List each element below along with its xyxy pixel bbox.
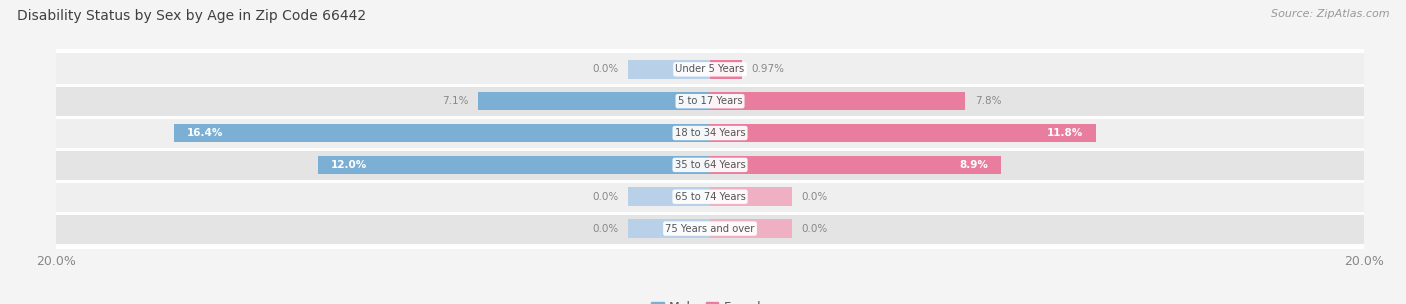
Text: 0.0%: 0.0% — [592, 223, 619, 233]
Bar — [478, 92, 710, 110]
Bar — [56, 54, 1364, 85]
Text: Source: ZipAtlas.com: Source: ZipAtlas.com — [1271, 9, 1389, 19]
Bar — [710, 60, 742, 78]
Bar — [56, 213, 1364, 244]
Text: 0.0%: 0.0% — [592, 64, 619, 74]
Text: 11.8%: 11.8% — [1046, 128, 1083, 138]
Legend: Male, Female: Male, Female — [647, 296, 773, 304]
Bar — [628, 188, 710, 206]
Bar — [318, 156, 710, 174]
Bar — [710, 92, 965, 110]
Bar — [174, 124, 710, 142]
Bar — [710, 188, 792, 206]
Text: 12.0%: 12.0% — [330, 160, 367, 170]
Text: Disability Status by Sex by Age in Zip Code 66442: Disability Status by Sex by Age in Zip C… — [17, 9, 366, 23]
Bar — [710, 156, 1001, 174]
Text: 0.0%: 0.0% — [801, 192, 828, 202]
Bar — [628, 60, 710, 78]
Bar — [56, 117, 1364, 149]
Text: 7.1%: 7.1% — [441, 96, 468, 106]
Bar — [710, 219, 792, 238]
Bar — [56, 181, 1364, 213]
Text: 35 to 64 Years: 35 to 64 Years — [675, 160, 745, 170]
Text: 75 Years and over: 75 Years and over — [665, 223, 755, 233]
Bar — [56, 85, 1364, 117]
Text: 5 to 17 Years: 5 to 17 Years — [678, 96, 742, 106]
Text: 0.97%: 0.97% — [752, 64, 785, 74]
Bar — [628, 219, 710, 238]
Text: 8.9%: 8.9% — [959, 160, 988, 170]
Bar — [710, 124, 1095, 142]
Text: 0.0%: 0.0% — [592, 192, 619, 202]
Text: 7.8%: 7.8% — [974, 96, 1001, 106]
Text: Under 5 Years: Under 5 Years — [675, 64, 745, 74]
Text: 0.0%: 0.0% — [801, 223, 828, 233]
Text: 65 to 74 Years: 65 to 74 Years — [675, 192, 745, 202]
Text: 18 to 34 Years: 18 to 34 Years — [675, 128, 745, 138]
Text: 16.4%: 16.4% — [187, 128, 224, 138]
Bar — [56, 149, 1364, 181]
